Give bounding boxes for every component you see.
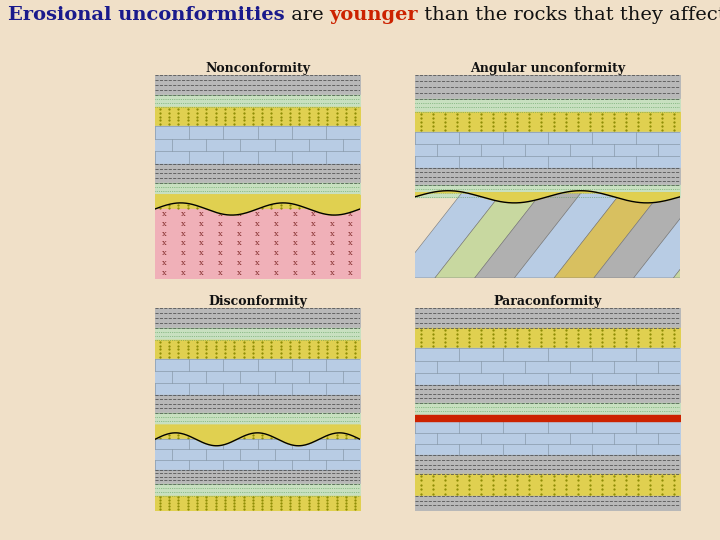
Text: x: x (311, 259, 316, 267)
Polygon shape (415, 191, 680, 203)
Text: x: x (236, 249, 241, 258)
Text: x: x (199, 210, 204, 218)
Title: Disconformity: Disconformity (208, 295, 307, 308)
Polygon shape (634, 193, 720, 278)
Text: x: x (255, 249, 260, 258)
Text: x: x (274, 240, 279, 247)
Text: x: x (292, 210, 297, 218)
Text: x: x (274, 259, 279, 267)
Text: x: x (218, 249, 222, 258)
Text: x: x (255, 269, 260, 277)
Text: x: x (181, 230, 185, 238)
Text: x: x (330, 210, 334, 218)
Title: Nonconformity: Nonconformity (205, 62, 310, 75)
Text: x: x (292, 259, 297, 267)
Text: x: x (330, 269, 334, 277)
Text: x: x (348, 230, 353, 238)
Text: x: x (218, 210, 222, 218)
Text: x: x (292, 240, 297, 247)
Polygon shape (155, 195, 360, 215)
Text: x: x (199, 269, 204, 277)
Text: x: x (292, 249, 297, 258)
Polygon shape (594, 193, 701, 278)
Text: x: x (181, 249, 185, 258)
Text: x: x (348, 210, 353, 218)
Text: x: x (199, 259, 204, 267)
Text: x: x (274, 220, 279, 228)
Text: x: x (255, 259, 260, 267)
Text: x: x (218, 259, 222, 267)
Text: x: x (218, 269, 222, 277)
Text: x: x (236, 220, 241, 228)
Text: x: x (255, 240, 260, 247)
Text: x: x (218, 220, 222, 228)
Polygon shape (554, 193, 661, 278)
Title: Paraconformity: Paraconformity (493, 295, 602, 308)
Text: x: x (236, 230, 241, 238)
Text: x: x (311, 220, 316, 228)
Text: x: x (236, 259, 241, 267)
Text: x: x (162, 249, 167, 258)
Text: x: x (311, 249, 316, 258)
Text: x: x (181, 259, 185, 267)
Text: x: x (274, 230, 279, 238)
Text: x: x (348, 220, 353, 228)
Text: x: x (162, 259, 167, 267)
Text: x: x (292, 220, 297, 228)
Text: x: x (292, 230, 297, 238)
Text: are: are (284, 6, 330, 24)
Polygon shape (435, 193, 541, 278)
Polygon shape (673, 193, 720, 278)
Text: x: x (348, 269, 353, 277)
Text: x: x (330, 259, 334, 267)
Polygon shape (395, 193, 502, 278)
Text: x: x (274, 249, 279, 258)
Text: x: x (218, 240, 222, 247)
Text: x: x (181, 269, 185, 277)
Polygon shape (514, 193, 621, 278)
Text: than the rocks that they affect.: than the rocks that they affect. (418, 6, 720, 24)
Text: x: x (162, 240, 167, 247)
Polygon shape (474, 193, 581, 278)
Text: x: x (162, 269, 167, 277)
Text: x: x (274, 210, 279, 218)
Text: x: x (236, 210, 241, 218)
Text: x: x (330, 240, 334, 247)
Text: x: x (292, 269, 297, 277)
Polygon shape (155, 425, 360, 446)
Text: x: x (199, 230, 204, 238)
Text: x: x (311, 230, 316, 238)
Text: x: x (330, 249, 334, 258)
Text: x: x (162, 210, 167, 218)
Text: x: x (311, 210, 316, 218)
Text: x: x (255, 210, 260, 218)
Text: x: x (330, 230, 334, 238)
Text: x: x (311, 240, 316, 247)
Text: x: x (199, 240, 204, 247)
Text: x: x (236, 269, 241, 277)
Text: x: x (181, 210, 185, 218)
Text: x: x (330, 220, 334, 228)
Text: x: x (218, 230, 222, 238)
Text: x: x (162, 220, 167, 228)
Text: x: x (181, 240, 185, 247)
Text: x: x (311, 269, 316, 277)
Title: Angular unconformity: Angular unconformity (470, 62, 625, 75)
Text: x: x (181, 220, 185, 228)
Text: x: x (236, 240, 241, 247)
Text: x: x (199, 249, 204, 258)
Text: x: x (255, 220, 260, 228)
Text: Erosional unconformities: Erosional unconformities (8, 6, 284, 24)
Text: x: x (348, 240, 353, 247)
Text: x: x (255, 230, 260, 238)
Text: x: x (199, 220, 204, 228)
Text: x: x (348, 249, 353, 258)
Text: x: x (162, 230, 167, 238)
Text: younger: younger (330, 6, 418, 24)
Text: x: x (274, 269, 279, 277)
Text: x: x (348, 259, 353, 267)
